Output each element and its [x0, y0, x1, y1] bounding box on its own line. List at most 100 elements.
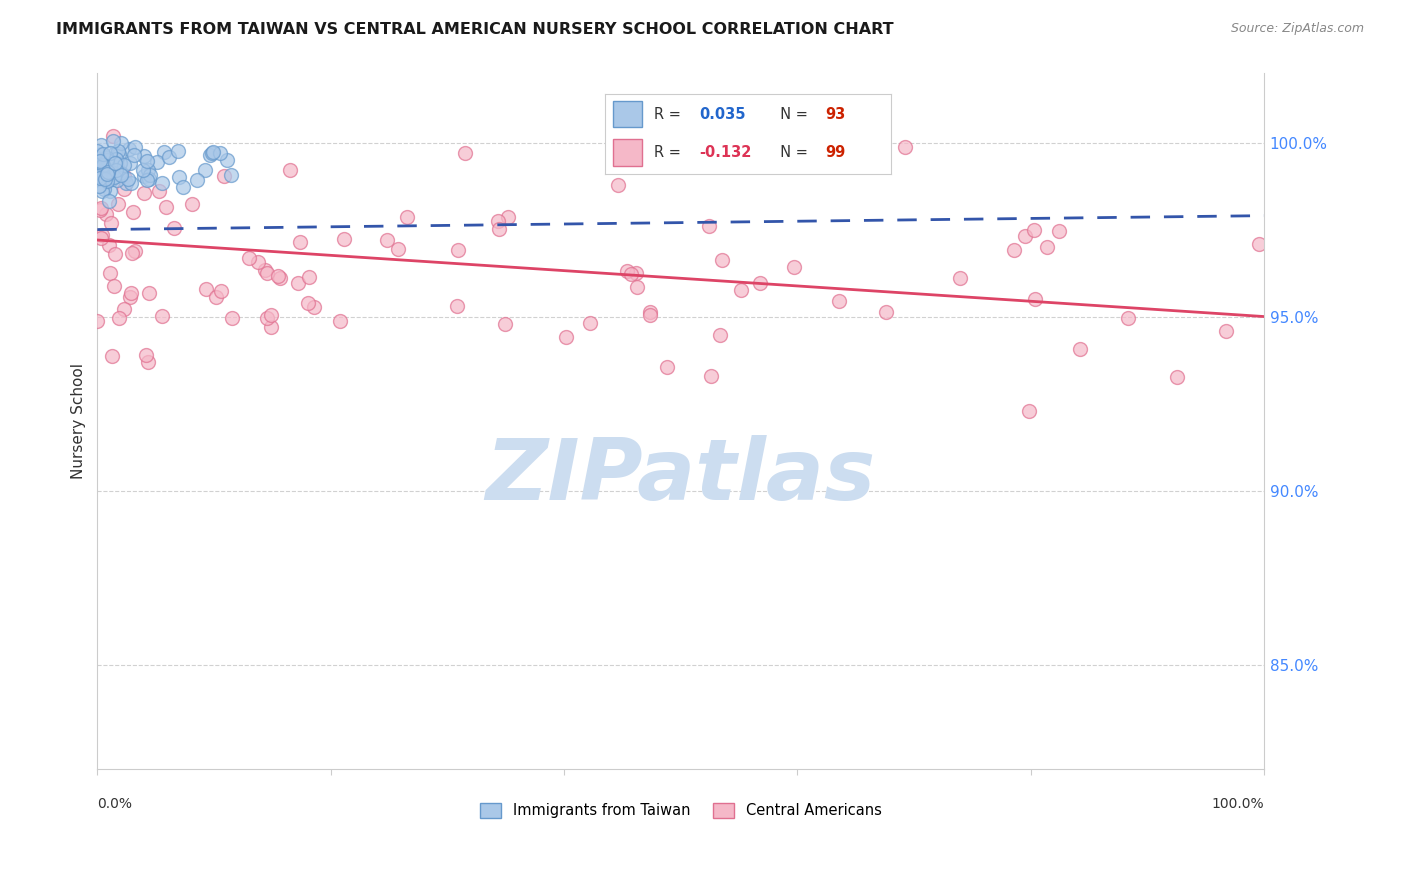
Point — [90, 146, 112, 161]
Point — [97, 165, 120, 179]
Point — [1116, 310, 1139, 325]
Point — [91, 146, 114, 161]
Point — [89, 178, 111, 193]
Point — [110, 168, 132, 182]
Point — [157, 150, 180, 164]
Point — [217, 153, 239, 168]
Point — [89, 165, 111, 179]
Point — [554, 330, 576, 344]
Point — [212, 169, 235, 183]
Point — [710, 253, 733, 268]
Point — [697, 219, 720, 233]
Point — [87, 169, 110, 183]
Point — [640, 304, 662, 318]
Point — [209, 284, 232, 298]
Point — [105, 173, 128, 187]
Point — [256, 311, 278, 326]
Point — [91, 227, 114, 242]
Legend: Immigrants from Taiwan, Central Americans: Immigrants from Taiwan, Central American… — [474, 797, 887, 824]
Text: IMMIGRANTS FROM TAIWAN VS CENTRAL AMERICAN NURSERY SCHOOL CORRELATION CHART: IMMIGRANTS FROM TAIWAN VS CENTRAL AMERIC… — [56, 22, 894, 37]
Text: 100.0%: 100.0% — [1212, 797, 1264, 811]
Point — [1047, 224, 1070, 238]
Point — [86, 144, 108, 158]
Point — [96, 167, 118, 181]
Point — [333, 232, 356, 246]
Point — [89, 203, 111, 218]
Point — [266, 269, 288, 284]
Point — [100, 171, 122, 186]
Point — [94, 206, 117, 220]
Point — [186, 173, 208, 187]
Point — [221, 310, 243, 325]
Point — [132, 163, 155, 178]
Point — [290, 235, 312, 249]
Point — [205, 290, 228, 304]
Point — [98, 184, 121, 198]
Point — [453, 145, 475, 160]
Point — [626, 279, 648, 293]
Point — [93, 170, 115, 185]
Point — [709, 328, 731, 343]
Point — [121, 245, 143, 260]
Point — [624, 266, 647, 280]
Point — [1014, 229, 1036, 244]
Point — [146, 155, 169, 169]
Point — [202, 145, 225, 160]
Point — [100, 216, 122, 230]
Point — [87, 169, 110, 184]
Point — [606, 178, 628, 192]
Point — [96, 167, 118, 181]
Point — [100, 165, 122, 179]
Point — [87, 168, 110, 182]
Point — [96, 174, 118, 188]
Point — [1024, 292, 1046, 306]
Point — [103, 129, 125, 144]
Point — [297, 295, 319, 310]
Point — [101, 349, 124, 363]
Point — [120, 176, 142, 190]
Point — [89, 169, 111, 183]
Point — [112, 158, 135, 172]
Point — [89, 154, 111, 169]
Point — [180, 196, 202, 211]
Point — [287, 276, 309, 290]
Point — [152, 145, 174, 160]
Point — [98, 266, 121, 280]
Point — [496, 210, 519, 224]
Point — [828, 294, 851, 309]
Point — [108, 166, 131, 180]
Point — [139, 168, 162, 182]
Text: ZIPatlas: ZIPatlas — [485, 435, 876, 518]
Point — [98, 238, 121, 252]
Point — [115, 177, 138, 191]
Point — [110, 166, 132, 180]
Point — [201, 146, 224, 161]
Point — [124, 140, 146, 154]
Point — [297, 269, 319, 284]
Point — [108, 146, 131, 161]
Point — [96, 166, 118, 180]
Point — [87, 155, 110, 169]
Point — [120, 286, 142, 301]
Point — [136, 162, 159, 177]
Point — [748, 276, 770, 290]
Point — [269, 271, 291, 285]
Point — [98, 169, 121, 184]
Point — [91, 159, 114, 173]
Point — [124, 244, 146, 258]
Point — [1247, 236, 1270, 251]
Point — [91, 153, 114, 167]
Point — [200, 148, 222, 162]
Point — [98, 159, 121, 173]
Point — [98, 194, 121, 208]
Point — [1002, 243, 1025, 257]
Point — [112, 182, 135, 196]
Point — [488, 222, 510, 236]
Point — [94, 172, 117, 186]
Point — [89, 170, 111, 185]
Point — [329, 314, 352, 328]
Point — [104, 163, 127, 178]
Point — [96, 173, 118, 187]
Point — [304, 300, 326, 314]
Point — [783, 260, 806, 275]
